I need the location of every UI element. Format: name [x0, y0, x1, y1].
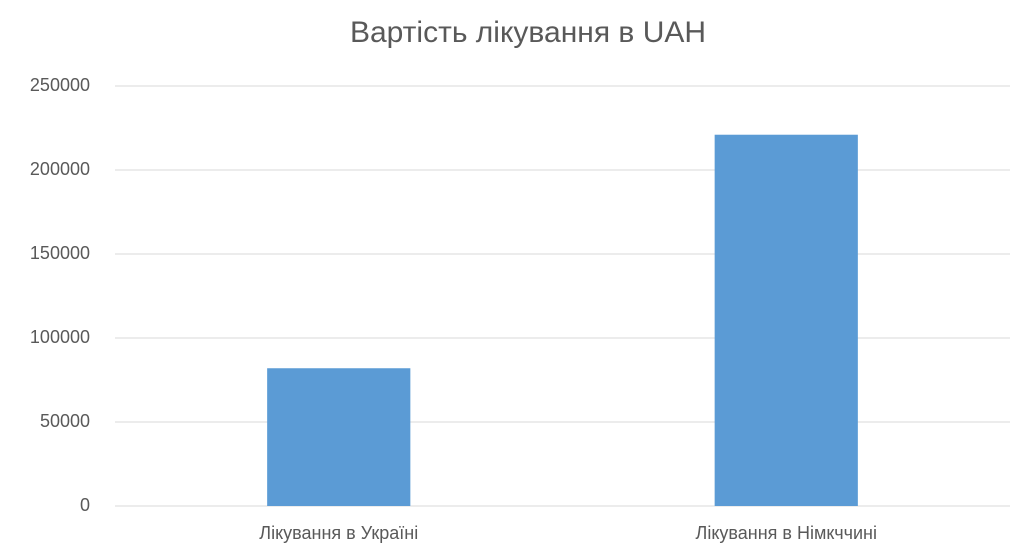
y-tick-label: 150000 [30, 243, 90, 263]
y-tick-label: 200000 [30, 159, 90, 179]
y-tick-label: 0 [80, 495, 90, 515]
bar [714, 134, 858, 506]
y-tick-label: 50000 [40, 411, 90, 431]
x-tick-label: Лікування в Україні [259, 523, 418, 543]
x-tick-label: Лікування в Німкччині [696, 523, 877, 543]
y-tick-label: 250000 [30, 75, 90, 95]
bar [267, 368, 411, 506]
chart-title: Вартість лікування в UAH [350, 16, 706, 49]
y-tick-label: 100000 [30, 327, 90, 347]
